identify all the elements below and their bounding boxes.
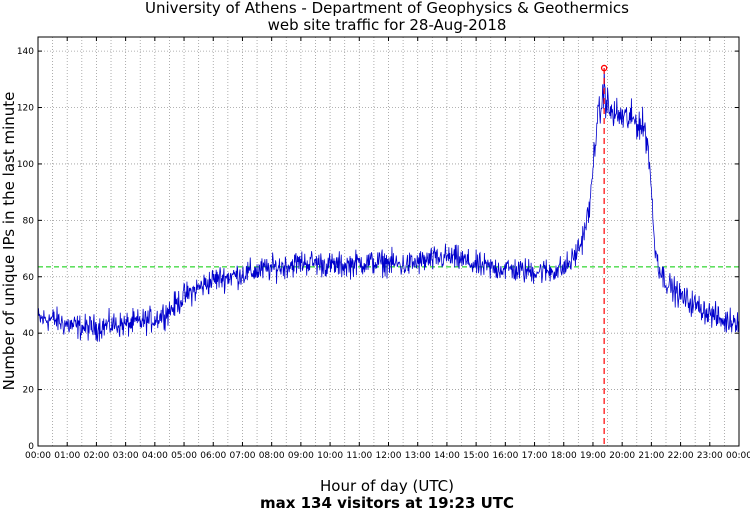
x-tick-label: 06:00 — [200, 451, 226, 461]
x-tick-label: 02:00 — [83, 451, 109, 461]
y-axis-label: Number of unique IPs in the last minute — [0, 92, 18, 391]
x-tick-label: 10:00 — [317, 451, 343, 461]
x-tick-label: 13:00 — [405, 451, 431, 461]
y-tick-label: 80 — [23, 216, 35, 226]
x-tick-label: 16:00 — [492, 451, 518, 461]
y-tick-label: 120 — [17, 104, 34, 114]
y-tick-label: 0 — [28, 442, 34, 452]
x-tick-label: 22:00 — [668, 451, 694, 461]
x-tick-label: 07:00 — [229, 451, 255, 461]
x-tick-label: 09:00 — [288, 451, 314, 461]
x-tick-label: 20:00 — [609, 451, 635, 461]
x-axis-ticks: 00:00 01:00 02:00 03:00 04:00 05:00 06:00 07:00… — [25, 37, 750, 461]
x-tick-label: 19:00 — [580, 451, 606, 461]
x-tick-label: 12:00 — [376, 451, 402, 461]
x-tick-label: 15:00 — [463, 451, 489, 461]
x-tick-label: 11:00 — [346, 451, 372, 461]
x-tick-label: 01:00 — [54, 451, 80, 461]
y-tick-label: 140 — [17, 47, 34, 57]
y-axis-ticks: 0 20 40 60 80 100 120 140 — [17, 47, 739, 452]
series-layer — [37, 68, 740, 342]
max-marker-layer — [600, 64, 608, 446]
max-visitors-caption: max 134 visitors at 19:23 UTC — [260, 494, 514, 511]
max-point-marker — [600, 64, 608, 72]
x-tick-label: 17:00 — [522, 451, 548, 461]
series-line — [37, 68, 740, 342]
chart-title-line-1: University of Athens - Department of Geo… — [145, 0, 629, 17]
x-tick-label: 21:00 — [638, 451, 664, 461]
x-tick-label: 08:00 — [259, 451, 285, 461]
y-tick-label: 60 — [23, 273, 35, 283]
x-tick-label: 00:00 — [25, 451, 51, 461]
x-tick-label: 18:00 — [551, 451, 577, 461]
x-tick-label: 23:00 — [697, 451, 723, 461]
x-tick-label: 03:00 — [113, 451, 139, 461]
y-tick-label: 20 — [23, 386, 35, 396]
x-axis-label: Hour of day (UTC) — [320, 477, 454, 495]
y-tick-label: 100 — [17, 160, 34, 170]
x-tick-label: 04:00 — [142, 451, 168, 461]
grid-lines — [38, 37, 739, 446]
chart-title-line-2: web site traffic for 28-Aug-2018 — [268, 16, 507, 34]
x-tick-label: 14:00 — [434, 451, 460, 461]
x-tick-label: 00:00 — [726, 451, 750, 461]
x-tick-label: 05:00 — [171, 451, 197, 461]
y-tick-label: 40 — [23, 329, 35, 339]
